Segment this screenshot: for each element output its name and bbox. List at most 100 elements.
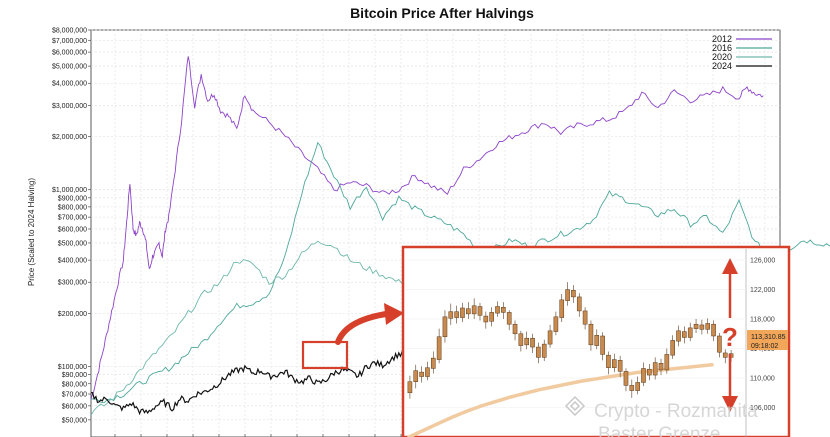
candle-body (489, 312, 494, 322)
zoom-inset: 106,000110,000114,000118,000122,000126,0… (401, 245, 791, 437)
y-tick-label: $7,000,000 (52, 38, 87, 45)
y-tick-label: $2,000,000 (52, 134, 87, 141)
candle-body (647, 368, 652, 376)
legend-label-2024: 2024 (712, 61, 732, 71)
y-tick-label: $500,000 (58, 240, 87, 247)
candle-body (711, 323, 716, 337)
down-arrowhead (722, 396, 738, 412)
inset-tick-label: 122,000 (750, 287, 775, 294)
candle-body (506, 312, 512, 325)
candle-body (705, 323, 711, 330)
candle-body (541, 343, 547, 358)
candle-body (682, 331, 687, 338)
candle-body (471, 305, 477, 315)
y-tick-label: $200,000 (58, 311, 87, 318)
candle-body (565, 289, 570, 301)
inset-tick-label: 118,000 (750, 317, 775, 324)
y-tick-label: $80,000 (62, 381, 87, 388)
y-tick-label: $700,000 (58, 215, 87, 222)
watermark-text-1: Crypto - Rozmanita (594, 401, 758, 422)
watermark: Crypto - Rozmanita Baster Grenze (564, 395, 758, 437)
candle-body (594, 335, 600, 346)
candle-body (413, 370, 419, 382)
y-tick-label: $1,000,000 (52, 187, 87, 194)
y-tick-label: $800,000 (58, 204, 87, 211)
candle-body (547, 330, 553, 345)
candle-body (612, 359, 617, 368)
candle-body (722, 352, 728, 358)
candle-body (629, 385, 635, 391)
y-tick-label: $70,000 (62, 392, 87, 399)
candle-body (693, 323, 699, 329)
y-tick-label: $60,000 (62, 403, 87, 410)
last-price-value: 113,310.85 (751, 334, 786, 341)
candle-body (635, 382, 640, 391)
candle-body (536, 346, 541, 358)
question-mark: ? (722, 322, 738, 352)
candle-body (553, 316, 559, 332)
y-tick-label: $6,000,000 (52, 50, 87, 57)
inset-grid (405, 259, 746, 408)
series-line-2012 (90, 56, 764, 400)
y-tick-label: $8,000,000 (52, 28, 87, 35)
y-tick-label: $900,000 (58, 195, 87, 202)
candle-body (448, 311, 454, 319)
inset-tick-label: 110,000 (750, 376, 775, 383)
candle-body (670, 340, 675, 356)
y-tick-label: $300,000 (58, 280, 87, 287)
candle-body (582, 310, 588, 325)
y-tick-label: $3,000,000 (52, 103, 87, 110)
candle-body (460, 307, 465, 318)
callout-arrow (335, 311, 389, 345)
highlight-box (301, 340, 349, 370)
y-tick-label: $90,000 (62, 372, 87, 379)
candle-body (419, 371, 424, 377)
candle-body (436, 336, 442, 360)
watermark-logo-icon (564, 395, 586, 417)
candle-body (571, 290, 576, 298)
candle-body (530, 337, 535, 348)
y-tick-label: $50,000 (62, 417, 87, 424)
legend-label-2020: 2020 (712, 52, 732, 62)
candle-body (512, 323, 518, 335)
candle-body (641, 368, 646, 383)
legend-label-2012: 2012 (712, 34, 732, 44)
candle-body (687, 327, 693, 338)
candle-body (501, 306, 506, 313)
candle-body (559, 299, 565, 318)
inset-tick-label: 126,000 (750, 258, 775, 265)
y-tick-label: $400,000 (58, 258, 87, 265)
candle-body (495, 306, 500, 314)
candle-body (664, 354, 670, 371)
candle-body (454, 311, 459, 318)
watermark-text-2: Baster Grenze (598, 424, 721, 437)
candle-body (518, 333, 524, 346)
candle-body (576, 296, 582, 312)
candle-body (524, 337, 529, 346)
series-line-2016 (90, 141, 830, 404)
y-tick-label: $100,000 (58, 364, 87, 371)
candle-body (477, 306, 483, 316)
candle-body (676, 330, 681, 342)
candle-body (430, 357, 436, 369)
candle-body (652, 362, 658, 376)
candle-body (717, 335, 722, 353)
y-axis-ticks: $50,000 $60,000 $70,000 $80,000 $90,000$100,… (52, 28, 91, 424)
candle-body (658, 363, 664, 371)
candle-body (623, 371, 629, 386)
candle-body (600, 335, 605, 355)
candle-body (407, 381, 413, 394)
inset-candles (407, 282, 734, 399)
chart-title: Bitcoin Price After Halvings (350, 5, 534, 21)
y-tick-label: $4,000,000 (52, 81, 87, 88)
series-line-2020 (90, 240, 448, 416)
candle-body (699, 324, 705, 330)
inset-tick-label: 106,000 (750, 405, 775, 412)
candle-body (617, 360, 623, 372)
candle-body (588, 323, 594, 346)
callout-arrowhead (384, 303, 404, 325)
candle-body (466, 308, 471, 315)
up-arrowhead (722, 258, 738, 274)
legend-label-2016: 2016 (712, 43, 732, 53)
